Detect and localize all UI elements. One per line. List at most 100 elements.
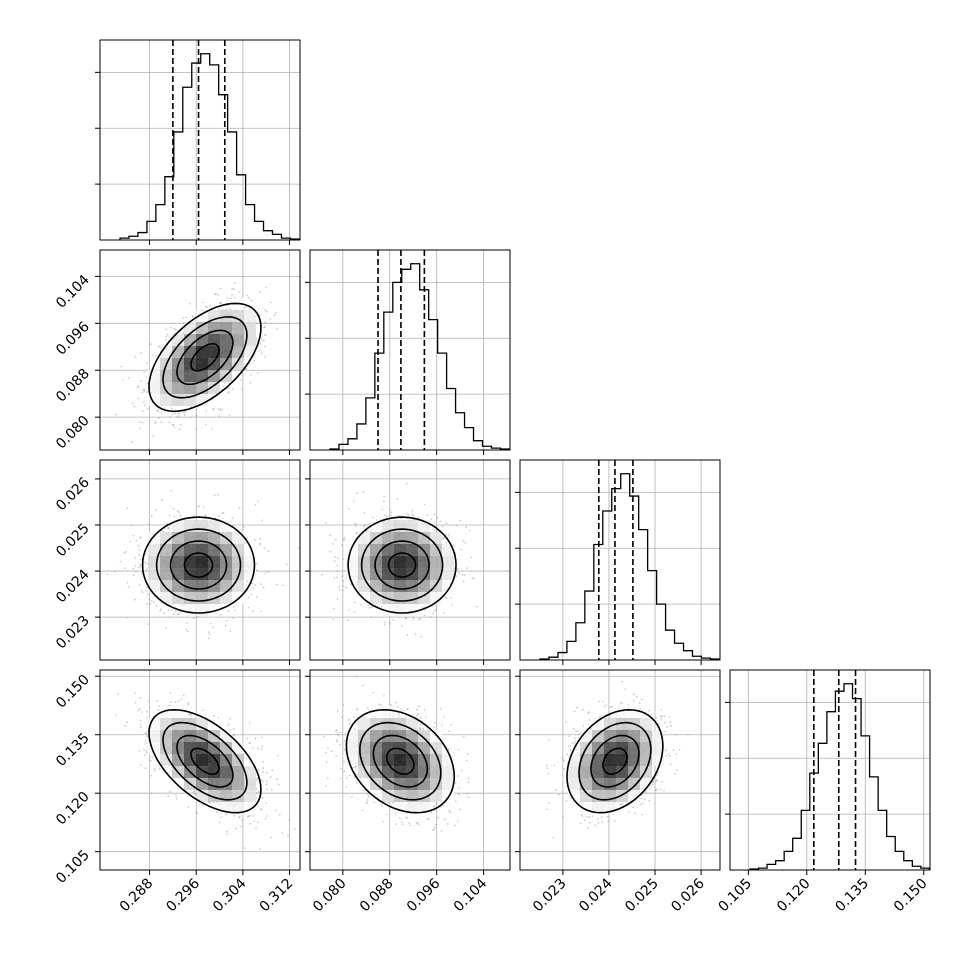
density-cell bbox=[406, 532, 418, 544]
sample-point bbox=[158, 768, 161, 770]
sample-point bbox=[264, 817, 267, 820]
density-cell bbox=[382, 520, 394, 532]
sample-point bbox=[383, 623, 386, 626]
sample-point bbox=[218, 821, 221, 824]
sample-point bbox=[150, 514, 153, 517]
sample-point bbox=[264, 321, 267, 324]
sample-point bbox=[405, 617, 408, 620]
sample-point bbox=[255, 777, 258, 780]
sample-point bbox=[263, 547, 266, 549]
density-cell bbox=[160, 730, 172, 742]
sample-point bbox=[158, 416, 161, 419]
density-cell bbox=[208, 568, 220, 580]
sample-point bbox=[233, 288, 235, 290]
sample-point bbox=[154, 422, 157, 424]
sample-point bbox=[140, 351, 143, 354]
sample-point bbox=[227, 610, 230, 613]
sample-point bbox=[257, 790, 260, 793]
sample-point bbox=[343, 536, 346, 539]
sample-point bbox=[143, 371, 146, 374]
sample-point bbox=[166, 333, 169, 336]
sample-point bbox=[238, 507, 241, 510]
sample-point bbox=[233, 734, 236, 737]
sample-point bbox=[106, 573, 109, 575]
sample-point bbox=[232, 734, 235, 736]
sample-point bbox=[221, 408, 224, 411]
sample-point bbox=[441, 525, 444, 528]
sample-point bbox=[144, 561, 147, 564]
sample-point bbox=[218, 308, 220, 310]
sample-point bbox=[342, 580, 345, 582]
sample-point bbox=[430, 518, 433, 521]
sample-point bbox=[466, 567, 468, 569]
sample-point bbox=[262, 767, 265, 770]
density-cell bbox=[196, 568, 208, 580]
sample-point bbox=[213, 494, 216, 497]
sample-point bbox=[146, 407, 149, 410]
sample-point bbox=[208, 633, 211, 635]
sample-point bbox=[415, 714, 418, 717]
panel-content bbox=[100, 670, 300, 870]
sample-point bbox=[254, 539, 257, 541]
sample-point bbox=[163, 612, 166, 614]
density-cell bbox=[208, 532, 220, 544]
sample-point bbox=[267, 550, 270, 553]
sample-point bbox=[214, 293, 217, 296]
density-cell bbox=[172, 742, 184, 754]
sample-point bbox=[265, 802, 267, 805]
sample-point bbox=[177, 415, 180, 417]
sample-point bbox=[157, 410, 160, 412]
sample-point bbox=[239, 825, 242, 828]
sample-point bbox=[170, 326, 172, 329]
sample-point bbox=[265, 780, 268, 783]
sample-point bbox=[166, 522, 168, 525]
density-cell bbox=[232, 556, 244, 568]
sample-point bbox=[455, 524, 458, 527]
density-cell bbox=[172, 382, 184, 394]
sample-point bbox=[401, 625, 404, 627]
sample-point bbox=[370, 616, 373, 618]
sample-point bbox=[151, 756, 154, 759]
sample-point bbox=[264, 572, 267, 575]
sample-point bbox=[388, 622, 391, 625]
sample-point bbox=[445, 522, 448, 524]
sample-point bbox=[228, 414, 231, 417]
density-cell bbox=[232, 742, 244, 754]
density-cell bbox=[220, 334, 232, 346]
sample-point bbox=[147, 623, 149, 625]
sample-point bbox=[127, 376, 130, 379]
sample-point bbox=[115, 713, 117, 716]
sample-point bbox=[139, 564, 142, 567]
sample-point bbox=[248, 721, 251, 724]
histogram-panel-p0 bbox=[95, 39, 301, 241]
sample-point bbox=[433, 521, 436, 523]
sample-point bbox=[334, 556, 336, 558]
sample-point bbox=[144, 739, 147, 742]
sample-point bbox=[432, 612, 435, 615]
sample-point bbox=[332, 607, 335, 610]
sample-point bbox=[170, 407, 173, 410]
density-cell bbox=[160, 592, 172, 604]
sample-point bbox=[457, 567, 459, 570]
sample-point bbox=[256, 322, 258, 325]
density-cell bbox=[196, 592, 208, 604]
density-cell bbox=[208, 334, 220, 346]
sample-point bbox=[445, 596, 448, 598]
sample-point bbox=[155, 509, 158, 511]
sample-point bbox=[238, 291, 241, 293]
sample-point bbox=[257, 821, 259, 823]
sample-point bbox=[170, 609, 173, 611]
sample-point bbox=[176, 416, 179, 419]
sample-point bbox=[362, 491, 365, 493]
sample-point bbox=[219, 301, 222, 304]
density-cell bbox=[184, 592, 196, 604]
sample-point bbox=[187, 806, 190, 808]
sample-point bbox=[126, 721, 128, 724]
sample-point bbox=[150, 343, 152, 346]
sample-point bbox=[224, 624, 227, 627]
sample-point bbox=[332, 618, 335, 620]
sample-point bbox=[176, 510, 179, 513]
sample-point bbox=[259, 848, 261, 851]
sample-point bbox=[398, 817, 401, 820]
sample-point bbox=[145, 735, 148, 737]
